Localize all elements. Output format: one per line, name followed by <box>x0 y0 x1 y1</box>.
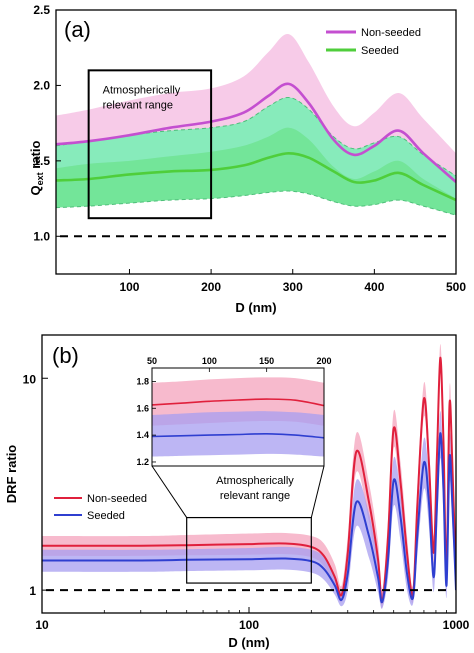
inset-y-tick-label: 1.8 <box>136 376 149 386</box>
panel-b-range-label-line1: Atmospherically <box>216 475 294 487</box>
x-tick-label: 100 <box>119 280 139 294</box>
series-line-seeded <box>56 151 456 202</box>
panel-b-tag: (b) <box>52 343 79 368</box>
inset-x-tick-label: 150 <box>259 356 274 366</box>
x-tick-label: 500 <box>446 280 466 294</box>
panel-a-range-box <box>87 69 213 220</box>
panel-a: Atmospherically relevant range 100 200 300… <box>28 3 466 315</box>
panel-b-ticks: 10 100 1000 1 10 <box>23 372 470 632</box>
series-line-nonseeded <box>56 82 456 183</box>
legend-label-nonseeded: Non-seeded <box>87 493 147 505</box>
series-line-nonseeded <box>42 356 456 603</box>
panel-a-lines <box>56 82 456 216</box>
y-tick-label: 1.5 <box>33 154 50 168</box>
x-tick-label: 10 <box>35 618 49 632</box>
inset-frame <box>151 367 325 467</box>
inset-line-nonseeded <box>152 398 324 407</box>
panel-a-x-axis-label: D (nm) <box>235 300 276 315</box>
x-tick-label: 300 <box>283 280 303 294</box>
panel-a-range-label-line2: relevant range <box>103 99 173 111</box>
panel-a-tag: (a) <box>64 17 91 42</box>
inset-bands <box>152 377 324 457</box>
x-tick-label: 1000 <box>443 618 470 632</box>
seeded-uncertainty-band <box>42 410 456 609</box>
panel-a-ticks: 100 200 300 400 500 1.0 1.5 2.0 2.5 <box>33 3 466 294</box>
panel-a-bands <box>56 33 456 216</box>
panel-b-bands <box>42 344 456 609</box>
legend-label-seeded: Seeded <box>361 45 399 57</box>
x-tick-label: 400 <box>364 280 384 294</box>
inset-y-tick-label: 1.4 <box>136 430 149 440</box>
inset-lines <box>152 398 324 439</box>
seeded-uncertainty-band <box>56 97 456 216</box>
panel-b-legend: Non-seeded Seeded <box>54 493 147 522</box>
panel-b-x-axis-label: D (nm) <box>228 635 269 650</box>
inset-x-tick-label: 50 <box>147 356 157 366</box>
y-tick-label: 2.5 <box>33 3 50 17</box>
x-tick-label: 100 <box>239 618 259 632</box>
panel-b-range-box <box>186 516 312 584</box>
panel-b-inset: 50 100 150 200 1.2 1.4 1.6 1.8 <box>136 356 331 467</box>
panel-b-range-label-line2: relevant range <box>220 490 290 502</box>
y-tick-label: 1 <box>29 584 36 598</box>
y-tick-label: 2.0 <box>33 78 50 92</box>
panel-a-legend: Non-seeded Seeded <box>326 27 421 57</box>
x-tick-label: 200 <box>201 280 221 294</box>
inset-x-tick-label: 100 <box>202 356 217 366</box>
y-tick-label: 1.0 <box>33 229 50 243</box>
nonseeded-uncertainty-band <box>42 344 456 609</box>
panel-b-y-axis-label: DRF ratio <box>4 445 19 504</box>
inset-y-tick-label: 1.2 <box>136 457 149 467</box>
y-tick-label: 10 <box>23 372 37 386</box>
panel-b-zoom-connector-right <box>310 465 325 518</box>
panel-a-y-axis-label: Qext ratio <box>28 140 45 195</box>
inset-line-seeded <box>152 432 324 439</box>
inset-ticks: 50 100 150 200 1.2 1.4 1.6 1.8 <box>136 356 331 467</box>
inset-y-tick-label: 1.6 <box>136 403 149 413</box>
panel-b: Atmospherically relevant range 50 100 150 2… <box>4 334 470 650</box>
legend-label-nonseeded: Non-seeded <box>361 27 421 39</box>
legend-label-seeded: Seeded <box>87 510 125 522</box>
seeded-lower-bound <box>56 190 456 216</box>
panel-a-range-label-line1: Atmospherically <box>103 84 181 96</box>
panel-a-frame <box>55 9 457 275</box>
inset-x-tick-label: 200 <box>316 356 331 366</box>
overlap-band <box>56 97 456 199</box>
panel-b-zoom-connector-left <box>151 465 188 518</box>
